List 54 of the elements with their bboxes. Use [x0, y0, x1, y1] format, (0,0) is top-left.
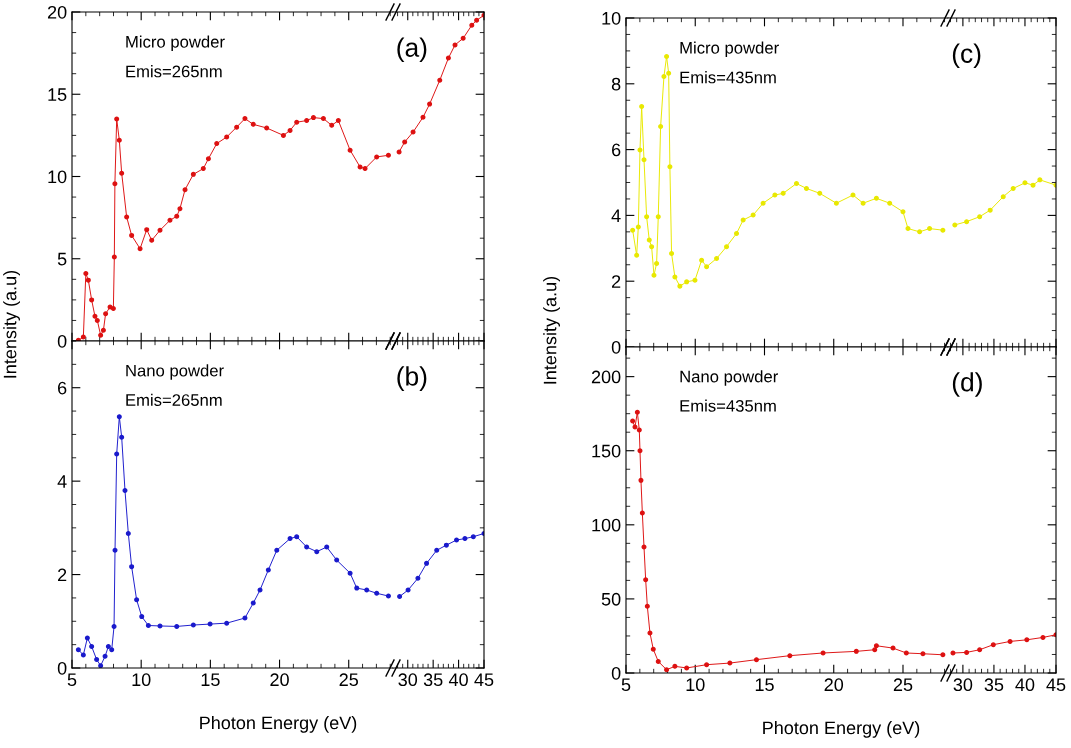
y-tick-label: 200 [591, 370, 621, 384]
y-tick-label: 20 [47, 5, 67, 19]
y-axis-title: Intensity (a.u) [3, 270, 20, 378]
annotation: Micro powder [680, 41, 779, 58]
x-tick-label: 40 [1015, 678, 1035, 692]
x-tick-label: 45 [474, 673, 494, 687]
y-tick-label: 10 [602, 11, 621, 25]
y-tick-label: 4 [611, 209, 621, 222]
y-tick-label: 0 [611, 666, 621, 680]
x-axis-title: Photon Energy (eV) [763, 721, 920, 738]
x-tick-label: 20 [824, 678, 844, 692]
y-axis-title: Intensity (a.u) [543, 276, 560, 384]
x-tick-label: 25 [893, 678, 913, 692]
x-tick-label: 45 [1046, 678, 1066, 692]
y-tick-label: 5 [57, 252, 67, 266]
annotation: Emis=265nm [126, 65, 222, 78]
y-tick-label: 10 [48, 170, 67, 184]
y-tick-label: 2 [58, 568, 67, 582]
x-tick-label: 30 [398, 673, 418, 687]
x-tick-label: 5 [621, 678, 631, 692]
annotation: Nano powder [126, 364, 224, 380]
x-tick-label: 40 [448, 673, 468, 687]
annotation: (c) [952, 43, 981, 69]
y-tick-label: 8 [611, 77, 621, 91]
x-tick-label: 15 [755, 678, 774, 692]
annotation: Nano powder [680, 370, 778, 386]
x-tick-label: 35 [984, 678, 1004, 692]
y-tick-label: 4 [57, 475, 67, 488]
annotation: Micro powder [126, 35, 225, 52]
x-axis-title: Photon Energy (eV) [200, 716, 357, 733]
x-tick-label: 5 [67, 673, 77, 687]
annotation: (b) [397, 366, 427, 391]
annotation: Emis=265nm [126, 393, 222, 406]
x-tick-label: 25 [339, 673, 359, 687]
x-tick-label: 30 [953, 678, 973, 692]
y-tick-label: 100 [592, 518, 621, 532]
y-tick-label: 15 [48, 88, 67, 101]
x-tick-label: 35 [423, 673, 443, 687]
annotation: (a) [397, 37, 427, 63]
x-tick-label: 20 [270, 673, 289, 687]
x-tick-label: 10 [686, 678, 705, 692]
x-tick-label: 15 [201, 673, 220, 687]
annotation: Emis=435nm [680, 71, 776, 84]
y-tick-label: 0 [611, 340, 621, 354]
annotation: (d) [952, 372, 982, 397]
annotation: Emis=435nm [680, 399, 776, 412]
y-tick-label: 2 [612, 275, 621, 288]
y-tick-label: 6 [58, 381, 67, 395]
y-tick-label: 150 [592, 444, 621, 458]
x-tick-label: 10 [132, 673, 151, 687]
y-tick-label: 6 [612, 143, 621, 157]
y-tick-label: 0 [57, 661, 67, 675]
y-tick-label: 50 [601, 592, 621, 606]
y-tick-label: 0 [57, 334, 67, 348]
